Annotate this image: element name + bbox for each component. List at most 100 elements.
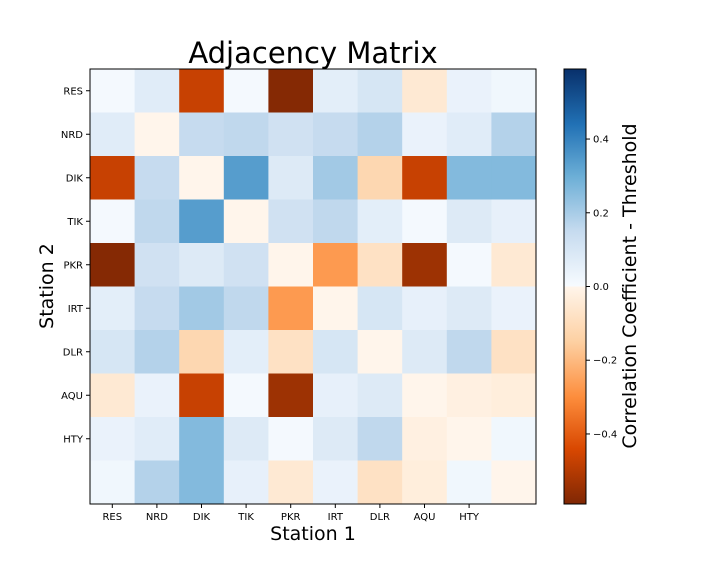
heatmap-cell — [268, 330, 314, 374]
heatmap-cell — [90, 417, 135, 461]
heatmap-cell — [179, 373, 225, 418]
heatmap-cell — [446, 330, 492, 374]
heatmap-cell — [179, 156, 225, 200]
heatmap-cell — [491, 460, 537, 505]
colorbar — [563, 68, 587, 505]
heatmap-cell — [313, 330, 358, 374]
heatmap-cell — [357, 460, 403, 505]
colorbar-ticks: 0.4 0.2 0.0 −0.2 −0.4 — [586, 135, 617, 440]
heatmap-cell — [90, 330, 135, 374]
heatmap-cell — [402, 330, 448, 374]
heatmap-cell — [134, 199, 180, 244]
heatmap-cell — [268, 156, 314, 200]
heatmap-cell — [491, 243, 537, 287]
heatmap-cell — [313, 373, 358, 418]
heatmap-cell — [357, 417, 403, 461]
heatmap-cell — [357, 156, 403, 200]
heatmap-cell — [90, 156, 135, 200]
heatmap-cell — [357, 199, 403, 244]
x-tick-label: TIK — [237, 512, 254, 523]
heatmap-cell — [357, 243, 403, 287]
heatmap-cell — [134, 373, 180, 418]
heatmap-cell — [179, 69, 225, 113]
x-tick-label: DIK — [193, 512, 211, 523]
heatmap-cell — [313, 243, 358, 287]
heatmap-cells — [90, 69, 537, 505]
heatmap-cell — [491, 417, 537, 461]
x-axis-label: Station 1 — [270, 523, 356, 545]
x-tick-label: AQU — [414, 512, 436, 523]
heatmap-cell — [313, 156, 358, 200]
x-tick-label: HTY — [459, 512, 480, 523]
heatmap-cell — [446, 199, 492, 244]
heatmap-cell — [223, 112, 269, 157]
y-tick-label: DLR — [63, 347, 83, 358]
heatmap-cell — [223, 156, 269, 200]
heatmap-cell — [313, 286, 358, 331]
plot-frame — [89, 68, 537, 505]
heatmap-cell — [134, 69, 180, 113]
colorbar-label: Correlation Coefficient - Threshold — [619, 123, 641, 448]
heatmap-cell — [90, 199, 135, 244]
heatmap-cell — [446, 460, 492, 505]
heatmap-cell — [446, 417, 492, 461]
heatmap-cell — [134, 156, 180, 200]
heatmap-cell — [491, 199, 537, 244]
heatmap-cell — [491, 156, 537, 200]
heatmap-cell — [313, 112, 358, 157]
heatmap-cell — [402, 156, 448, 200]
heatmap-cell — [357, 69, 403, 113]
y-tick-label: DIK — [66, 173, 84, 184]
heatmap-cell — [134, 330, 180, 374]
x-tick-label: NRD — [146, 512, 168, 523]
y-tick-label: PKR — [63, 260, 83, 271]
heatmap-cell — [179, 417, 225, 461]
x-axis-ticks: RES NRD DIK TIK PKR IRT DLR AQU HTY — [102, 504, 480, 523]
heatmap-cell — [402, 112, 448, 157]
heatmap-cell — [223, 199, 269, 244]
y-tick-label: TIK — [66, 217, 83, 228]
heatmap-cell — [446, 112, 492, 157]
colorbar-tick-label: −0.2 — [593, 356, 617, 367]
heatmap-cell — [268, 286, 314, 331]
y-tick-label: NRD — [61, 130, 83, 141]
y-tick-label: AQU — [61, 391, 83, 402]
heatmap-cell — [134, 417, 180, 461]
heatmap-cell — [134, 112, 180, 157]
heatmap-cell — [357, 286, 403, 331]
colorbar-tick-label: 0.2 — [593, 208, 609, 219]
heatmap-cell — [223, 69, 269, 113]
heatmap-cell — [446, 156, 492, 200]
heatmap-cell — [446, 243, 492, 287]
heatmap-cell — [179, 286, 225, 331]
heatmap-cell — [357, 373, 403, 418]
heatmap-cell — [90, 373, 135, 418]
heatmap-cell — [179, 243, 225, 287]
heatmap-cell — [268, 243, 314, 287]
heatmap-cell — [402, 373, 448, 418]
x-tick-label: IRT — [328, 512, 344, 523]
heatmap-cell — [491, 286, 537, 331]
heatmap-cell — [268, 460, 314, 505]
heatmap-cell — [223, 330, 269, 374]
heatmap-cell — [134, 460, 180, 505]
heatmap-cell — [402, 243, 448, 287]
heatmap-cell — [402, 417, 448, 461]
heatmap-cell — [268, 112, 314, 157]
heatmap-cell — [90, 286, 135, 331]
heatmap-cell — [491, 373, 537, 418]
heatmap-cell — [357, 330, 403, 374]
heatmap-cell — [402, 199, 448, 244]
heatmap-cell — [179, 112, 225, 157]
heatmap-cell — [402, 69, 448, 113]
heatmap-cell — [268, 199, 314, 244]
heatmap-cell — [491, 330, 537, 374]
heatmap-cell — [446, 286, 492, 331]
heatmap-cell — [223, 417, 269, 461]
heatmap-cell — [313, 460, 358, 505]
heatmap-cell — [313, 69, 358, 113]
heatmap-cell — [179, 460, 225, 505]
heatmap-cell — [491, 69, 537, 113]
heatmap-cell — [402, 286, 448, 331]
